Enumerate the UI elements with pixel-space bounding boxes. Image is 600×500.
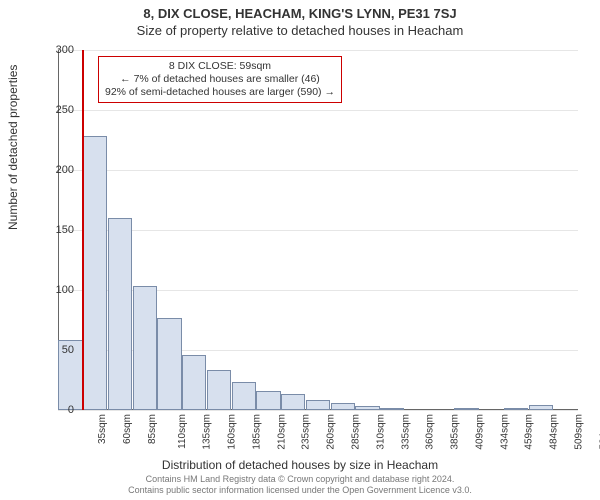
chart-title: 8, DIX CLOSE, HEACHAM, KING'S LYNN, PE31… [0,0,600,21]
bar [157,318,181,410]
grid-line [58,230,578,231]
bar [504,408,528,410]
y-axis-label: Number of detached properties [6,65,20,230]
x-tick-label: 135sqm [202,414,213,450]
bar [207,370,231,410]
x-tick-label: 385sqm [450,414,461,450]
grid-line [58,110,578,111]
footer-line2: Contains public sector information licen… [0,485,600,496]
x-tick-label: 285sqm [351,414,362,450]
bar [380,408,404,410]
footer-attribution: Contains HM Land Registry data © Crown c… [0,474,600,496]
y-tick-label: 100 [44,284,74,296]
x-tick-label: 260sqm [326,414,337,450]
grid-line [58,410,578,411]
y-tick-label: 200 [44,164,74,176]
bar [331,403,355,410]
annotation-line: 92% of semi-detached houses are larger (… [105,86,335,99]
x-tick-label: 160sqm [227,414,238,450]
grid-line [58,50,578,51]
bar [306,400,330,410]
y-tick-label: 150 [44,224,74,236]
bar [83,136,107,410]
x-tick-label: 110sqm [177,414,188,449]
x-tick-label: 85sqm [147,414,158,444]
chart-plot-area: 8 DIX CLOSE: 59sqm← 7% of detached house… [58,50,578,410]
bar [454,408,478,410]
bar [355,406,379,410]
y-tick-label: 0 [44,404,74,416]
x-tick-label: 509sqm [573,414,584,450]
bar [108,218,132,410]
grid-line [58,170,578,171]
x-tick-label: 60sqm [122,414,133,444]
marker-line [82,50,84,410]
x-tick-label: 35sqm [97,414,108,444]
annotation-box: 8 DIX CLOSE: 59sqm← 7% of detached house… [98,56,342,103]
bar [232,382,256,410]
x-tick-label: 310sqm [375,414,386,450]
bar [182,355,206,410]
bar [281,394,305,410]
x-tick-label: 434sqm [499,414,510,450]
y-tick-label: 300 [44,44,74,56]
y-tick-label: 50 [44,344,74,356]
bar [529,405,553,410]
x-tick-label: 484sqm [549,414,560,450]
y-tick-label: 250 [44,104,74,116]
footer-line1: Contains HM Land Registry data © Crown c… [0,474,600,485]
bar [256,391,280,410]
x-tick-label: 409sqm [474,414,485,450]
x-tick-label: 210sqm [276,414,287,450]
x-tick-label: 235sqm [301,414,312,450]
chart-subtitle: Size of property relative to detached ho… [0,21,600,38]
annotation-line: ← 7% of detached houses are smaller (46) [105,73,335,86]
x-tick-label: 335sqm [400,414,411,450]
x-tick-label: 459sqm [524,414,535,450]
bar [133,286,157,410]
x-axis-label: Distribution of detached houses by size … [0,458,600,472]
x-tick-label: 360sqm [425,414,436,450]
x-tick-label: 185sqm [252,414,263,450]
annotation-line: 8 DIX CLOSE: 59sqm [105,60,335,73]
